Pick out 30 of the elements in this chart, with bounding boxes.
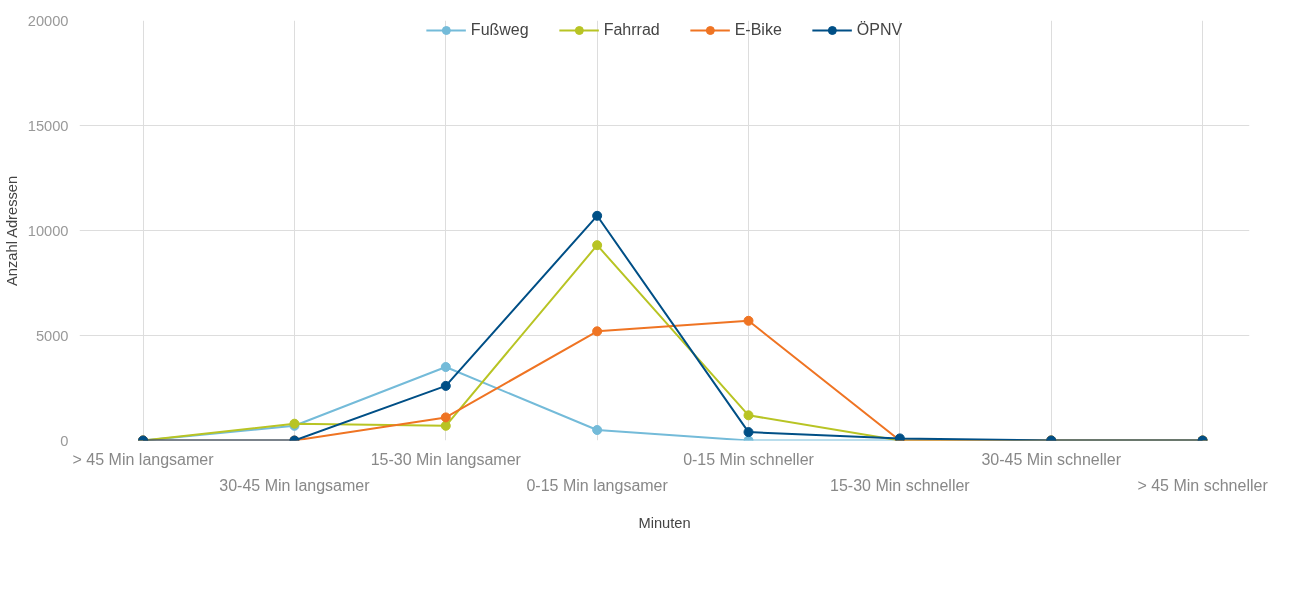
point: [592, 210, 603, 221]
point: [440, 412, 451, 423]
point: [743, 410, 754, 421]
y-tick-label: 5000: [35, 327, 69, 344]
x-tick-label: 30-45 Min langsamer: [219, 476, 371, 494]
x-axis-title: Minuten: [638, 514, 691, 531]
x-tick-label: 30-45 Min schneller: [981, 450, 1122, 468]
y-tick-label: 15000: [27, 117, 69, 134]
point: [440, 420, 451, 431]
y-tick-label: 20000: [27, 12, 69, 29]
x-tick-label: > 45 Min schneller: [1137, 476, 1269, 494]
x-tick-label: 15-30 Min schneller: [830, 476, 971, 494]
y-axis-title: Anzahl Adressen: [3, 175, 20, 286]
legend-label: E-Bike: [734, 21, 782, 39]
point: [592, 425, 603, 435]
point: [592, 326, 603, 337]
x-tick-label: > 45 Min langsamer: [72, 450, 215, 468]
point: [440, 380, 451, 391]
y-tick-label: 10000: [27, 222, 69, 239]
x-tick-label: 15-30 Min langsamer: [370, 450, 522, 468]
x-tick-label: 0-15 Min schneller: [683, 450, 815, 468]
point: [743, 427, 754, 438]
point: [743, 315, 754, 326]
y-tick-label: 0: [60, 432, 69, 449]
x-tick-label: 0-15 Min langsamer: [526, 476, 669, 494]
point: [440, 362, 451, 372]
legend-label: ÖPNV: [856, 21, 903, 39]
legend-label: Fußweg: [470, 21, 529, 39]
legend-label: Fahrrad: [603, 21, 660, 39]
point: [592, 240, 603, 251]
